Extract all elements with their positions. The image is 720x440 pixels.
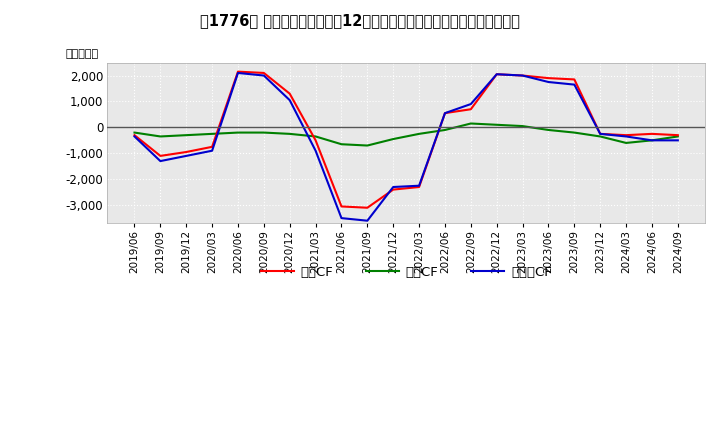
- 投資CF: [208, 131, 217, 136]
- フリーCF: [285, 98, 294, 103]
- Text: （百万円）: （百万円）: [66, 49, 99, 59]
- 投資CF: [622, 140, 631, 146]
- フリーCF: [467, 101, 475, 106]
- 投資CF: [415, 131, 423, 136]
- 営業CF: [182, 149, 191, 154]
- フリーCF: [156, 158, 165, 164]
- 営業CF: [363, 205, 372, 210]
- 営業CF: [544, 76, 553, 81]
- 投資CF: [518, 124, 527, 129]
- 投資CF: [570, 130, 579, 135]
- 営業CF: [389, 187, 397, 192]
- 営業CF: [156, 153, 165, 158]
- フリーCF: [415, 183, 423, 188]
- 投資CF: [311, 134, 320, 139]
- Legend: 営業CF, 投資CF, フリーCF: 営業CF, 投資CF, フリーCF: [256, 260, 557, 284]
- 営業CF: [285, 91, 294, 96]
- Line: フリーCF: フリーCF: [135, 73, 678, 221]
- フリーCF: [363, 218, 372, 224]
- 投資CF: [337, 142, 346, 147]
- 投資CF: [596, 134, 605, 139]
- フリーCF: [234, 70, 243, 76]
- 営業CF: [441, 110, 449, 116]
- 営業CF: [647, 131, 656, 136]
- 投資CF: [492, 122, 501, 128]
- 投資CF: [259, 130, 268, 135]
- 営業CF: [130, 132, 139, 138]
- 営業CF: [259, 70, 268, 76]
- フリーCF: [208, 148, 217, 154]
- 営業CF: [311, 138, 320, 143]
- 営業CF: [467, 106, 475, 112]
- フリーCF: [647, 138, 656, 143]
- 投資CF: [544, 127, 553, 132]
- 投資CF: [647, 138, 656, 143]
- 投資CF: [363, 143, 372, 148]
- 営業CF: [415, 184, 423, 190]
- 投資CF: [182, 132, 191, 138]
- 投資CF: [130, 130, 139, 135]
- 投資CF: [389, 136, 397, 142]
- フリーCF: [182, 153, 191, 158]
- 営業CF: [518, 73, 527, 78]
- Line: 営業CF: 営業CF: [135, 72, 678, 208]
- 営業CF: [596, 131, 605, 136]
- フリーCF: [622, 134, 631, 139]
- 営業CF: [673, 132, 682, 138]
- Line: 投資CF: 投資CF: [135, 124, 678, 146]
- フリーCF: [441, 110, 449, 116]
- フリーCF: [518, 73, 527, 78]
- フリーCF: [544, 79, 553, 84]
- フリーCF: [311, 148, 320, 154]
- 投資CF: [441, 127, 449, 132]
- フリーCF: [337, 216, 346, 221]
- 営業CF: [622, 132, 631, 138]
- 営業CF: [337, 204, 346, 209]
- 投資CF: [156, 134, 165, 139]
- 投資CF: [285, 131, 294, 136]
- 営業CF: [234, 69, 243, 74]
- 営業CF: [208, 144, 217, 150]
- フリーCF: [596, 131, 605, 136]
- 投資CF: [467, 121, 475, 126]
- フリーCF: [492, 72, 501, 77]
- 営業CF: [492, 72, 501, 77]
- 投資CF: [673, 134, 682, 139]
- フリーCF: [259, 73, 268, 78]
- フリーCF: [389, 184, 397, 190]
- フリーCF: [673, 138, 682, 143]
- Text: 1776、 キャッシュフローの12か月移動合計の対前年同期増減額の推移: 1776、 キャッシュフローの12か月移動合計の対前年同期増減額の推移: [200, 13, 520, 28]
- フリーCF: [130, 134, 139, 139]
- 投資CF: [234, 130, 243, 135]
- フリーCF: [570, 82, 579, 87]
- 営業CF: [570, 77, 579, 82]
